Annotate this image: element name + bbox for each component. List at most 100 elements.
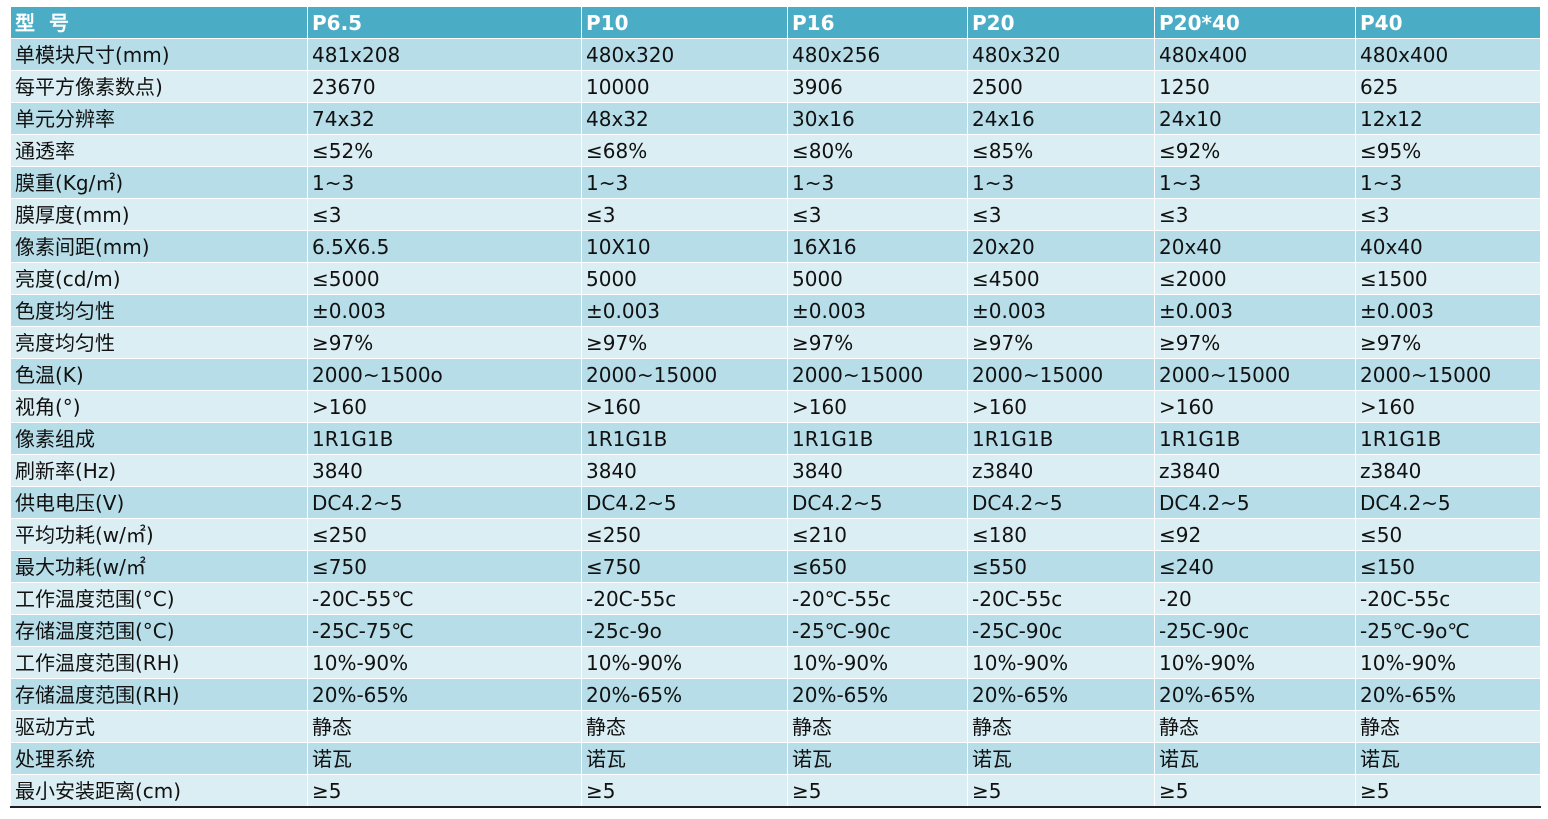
value-cell: 2000~15000 [581,358,788,391]
value-cell: ≤650 [787,550,968,583]
row-label-cell: 工作温度范围(°C) [10,582,308,615]
value-cell: ≤1500 [1355,262,1541,295]
value-cell: -25C-75℃ [307,614,582,647]
value-cell: 3840 [581,454,788,487]
value-cell: ≥97% [967,326,1155,359]
row-label-cell: 供电电压(V) [10,486,308,519]
value-cell: ≤3 [967,198,1155,231]
header-cell-p16: P16 [787,6,968,39]
value-cell: 20%-65% [581,678,788,711]
table-header-row: 型号 P6.5 P10 P16 P20 P20*40 P40 [10,6,1541,39]
value-cell: 10%-90% [787,646,968,679]
value-cell: 5000 [787,262,968,295]
table-row: 色温(K) 2000~1500o 2000~15000 2000~15000 2000~… [10,358,1541,391]
value-cell: 诺瓦 [787,742,968,775]
value-cell: 静态 [307,710,582,743]
value-cell: 1R1G1B [787,422,968,455]
row-label-cell: 视角(°) [10,390,308,423]
table-row: 工作温度范围(RH) 10%-90% 10%-90% 10%-90% 10%-90% 10… [10,646,1541,679]
value-cell: -25C-90c [967,614,1155,647]
row-label-cell: 工作温度范围(RH) [10,646,308,679]
value-cell: 24x16 [967,102,1155,135]
table-row: 刷新率(Hz) 3840 3840 3840 z3840 z3840 z3840 [10,454,1541,487]
table-row: 最小安装距离(cm) ≥5 ≥5 ≥5 ≥5 ≥5 ≥5 [10,774,1541,808]
table-body: 单模块尺寸(mm) 481x208 480x320 480x256 480x320 480… [10,38,1541,808]
header-cell-p40: P40 [1355,6,1541,39]
value-cell: ≤750 [581,550,788,583]
row-label-cell: 驱动方式 [10,710,308,743]
value-cell: 16X16 [787,230,968,263]
value-cell: 74x32 [307,102,582,135]
table-row: 供电电压(V) DC4.2~5 DC4.2~5 DC4.2~5 DC4.2~5 DC4.2… [10,486,1541,519]
value-cell: 481x208 [307,38,582,71]
value-cell: 1250 [1154,70,1356,103]
table-row: 单元分辨率 74x32 48x32 30x16 24x16 24x10 12x12 [10,102,1541,135]
value-cell: ≤2000 [1154,262,1356,295]
value-cell: >160 [1355,390,1541,423]
value-cell: -20C-55℃ [307,582,582,615]
value-cell: 静态 [787,710,968,743]
table-row: 最大功耗(w/㎡ ≤750 ≤750 ≤650 ≤550 ≤240 ≤150 [10,550,1541,583]
value-cell: 48x32 [581,102,788,135]
value-cell: ≥97% [1355,326,1541,359]
value-cell: ≤240 [1154,550,1356,583]
value-cell: 12x12 [1355,102,1541,135]
value-cell: 3840 [307,454,582,487]
value-cell: ≤92 [1154,518,1356,551]
value-cell: ≤52% [307,134,582,167]
value-cell: 30x16 [787,102,968,135]
row-label-cell: 膜厚度(mm) [10,198,308,231]
value-cell: -25℃-9o℃ [1355,614,1541,647]
value-cell: >160 [787,390,968,423]
value-cell: 480x320 [967,38,1155,71]
value-cell: 静态 [1355,710,1541,743]
value-cell: 10%-90% [1355,646,1541,679]
table-row: 像素间距(mm) 6.5X6.5 10X10 16X16 20x20 20x40 40x40 [10,230,1541,263]
table-row: 驱动方式 静态 静态 静态 静态 静态 静态 [10,710,1541,743]
value-cell: 40x40 [1355,230,1541,263]
row-label-cell: 单元分辨率 [10,102,308,135]
table-row: 像素组成 1R1G1B 1R1G1B 1R1G1B 1R1G1B 1R1G1B 1R1G1B [10,422,1541,455]
value-cell: ≤210 [787,518,968,551]
value-cell: ≤95% [1355,134,1541,167]
row-label-cell: 亮度(cd/m) [10,262,308,295]
value-cell: 2000~15000 [967,358,1155,391]
value-cell: z3840 [967,454,1155,487]
table-row: 视角(°) >160 >160 >160 >160 >160 >160 [10,390,1541,423]
value-cell: ≤85% [967,134,1155,167]
value-cell: 1R1G1B [307,422,582,455]
value-cell: 20x20 [967,230,1155,263]
value-cell: 静态 [967,710,1155,743]
table-row: 膜重(Kg/㎡) 1~3 1~3 1~3 1~3 1~3 1~3 [10,166,1541,199]
row-label-cell: 平均功耗(w/㎡) [10,518,308,551]
table-row: 处理系统 诺瓦 诺瓦 诺瓦 诺瓦 诺瓦 诺瓦 [10,742,1541,775]
value-cell: 2000~1500o [307,358,582,391]
value-cell: ≥97% [581,326,788,359]
value-cell: 1~3 [1355,166,1541,199]
value-cell: 20x40 [1154,230,1356,263]
value-cell: ±0.003 [307,294,582,327]
value-cell: ≤550 [967,550,1155,583]
spec-table-container: 型号 P6.5 P10 P16 P20 P20*40 P40 单模块尺寸(mm)… [10,6,1541,808]
value-cell: 2000~15000 [1355,358,1541,391]
table-row: 通透率 ≤52% ≤68% ≤80% ≤85% ≤92% ≤95% [10,134,1541,167]
value-cell: ≤80% [787,134,968,167]
value-cell: DC4.2~5 [787,486,968,519]
value-cell: 20%-65% [1355,678,1541,711]
table-row: 每平方像素数点) 23670 10000 3906 2500 1250 625 [10,70,1541,103]
value-cell: 480x400 [1154,38,1356,71]
value-cell: ≥5 [1154,774,1356,808]
row-label-cell: 单模块尺寸(mm) [10,38,308,71]
value-cell: 20%-65% [787,678,968,711]
table-row: 存储温度范围(°C) -25C-75℃ -25c-9o -25℃-90c -25C-90… [10,614,1541,647]
value-cell: 1~3 [967,166,1155,199]
value-cell: 3840 [787,454,968,487]
value-cell: 1R1G1B [581,422,788,455]
value-cell: ±0.003 [1355,294,1541,327]
value-cell: 1R1G1B [1154,422,1356,455]
header-cell-p6-5: P6.5 [307,6,582,39]
value-cell: 480x400 [1355,38,1541,71]
row-label-cell: 通透率 [10,134,308,167]
row-label-cell: 每平方像素数点) [10,70,308,103]
value-cell: ±0.003 [1154,294,1356,327]
